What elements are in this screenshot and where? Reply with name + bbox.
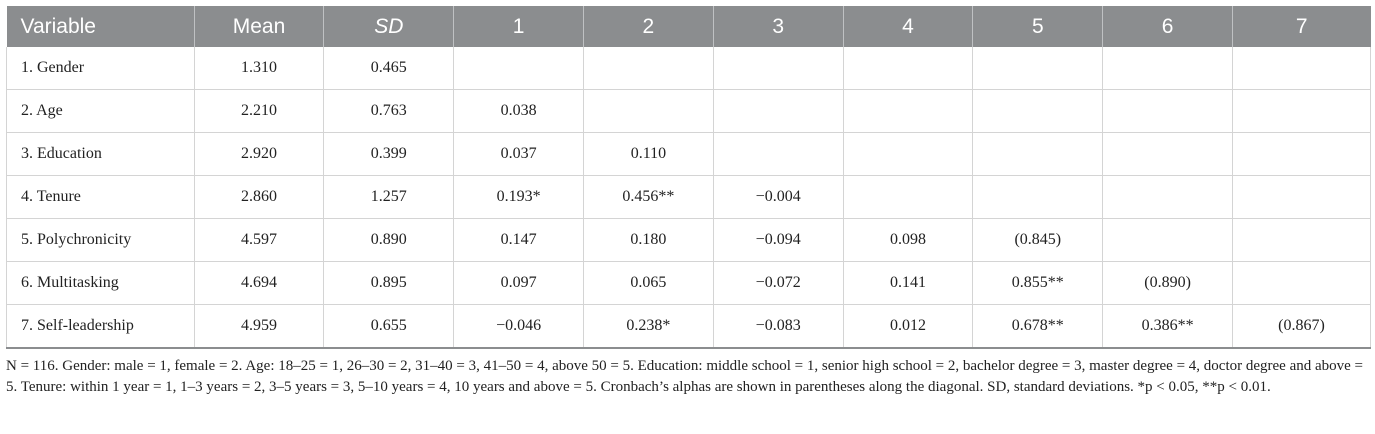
header-col-5: 5 xyxy=(972,6,1104,47)
table-cell xyxy=(1102,89,1233,133)
table-cell: 4.597 xyxy=(194,218,325,262)
header-mean: Mean xyxy=(194,6,325,47)
table-cell xyxy=(843,175,974,219)
table-cell: 0.180 xyxy=(583,218,714,262)
table-cell xyxy=(713,89,844,133)
table-cell: −0.046 xyxy=(453,304,584,349)
table-cell: 0.890 xyxy=(323,218,455,262)
table-cell xyxy=(1102,218,1233,262)
table-cell: (0.867) xyxy=(1232,304,1372,349)
table-cell xyxy=(713,47,844,90)
table-cell: 0.098 xyxy=(843,218,974,262)
row-variable-cell: 6. Multitasking xyxy=(6,261,195,305)
correlation-table: Variable Mean SD 1 2 3 4 5 6 7 1. Gender… xyxy=(6,6,1372,349)
header-sd: SD xyxy=(323,6,455,47)
table-cell: 0.037 xyxy=(453,132,584,176)
correlation-table-figure: Variable Mean SD 1 2 3 4 5 6 7 1. Gender… xyxy=(6,6,1372,398)
table-cell xyxy=(1232,261,1372,305)
table-cell: 1.310 xyxy=(194,47,325,90)
row-variable-cell: 3. Education xyxy=(6,132,195,176)
table-row: 3. Education 2.920 0.399 0.037 0.110 xyxy=(6,132,1372,176)
header-col-6: 6 xyxy=(1102,6,1233,47)
table-cell: 0.038 xyxy=(453,89,584,133)
table-cell: 0.678** xyxy=(972,304,1104,349)
table-cell: 4.959 xyxy=(194,304,325,349)
table-cell: 0.065 xyxy=(583,261,714,305)
table-cell: −0.004 xyxy=(713,175,844,219)
header-col-4: 4 xyxy=(843,6,974,47)
header-variable: Variable xyxy=(6,6,195,47)
table-cell xyxy=(1232,89,1372,133)
table-cell xyxy=(972,89,1104,133)
table-note: N = 116. Gender: male = 1, female = 2. A… xyxy=(6,358,1364,395)
table-cell xyxy=(972,47,1104,90)
table-cell xyxy=(843,89,974,133)
row-variable-cell: 1. Gender xyxy=(6,47,195,90)
table-cell xyxy=(1232,175,1372,219)
table-row: 5. Polychronicity 4.597 0.890 0.147 0.180 −0.… xyxy=(6,218,1372,262)
header-col-2: 2 xyxy=(583,6,714,47)
table-cell: 0.465 xyxy=(323,47,455,90)
table-cell xyxy=(713,132,844,176)
table-row: 7. Self-leadership 4.959 0.655 −0.046 0.238*… xyxy=(6,304,1372,349)
table-cell: 2.860 xyxy=(194,175,325,219)
table-cell xyxy=(583,47,714,90)
table-cell: −0.072 xyxy=(713,261,844,305)
table-cell: 0.097 xyxy=(453,261,584,305)
table-cell: 0.655 xyxy=(323,304,455,349)
table-cell: −0.083 xyxy=(713,304,844,349)
table-cell: 1.257 xyxy=(323,175,455,219)
table-row: 6. Multitasking 4.694 0.895 0.097 0.065 −0.07… xyxy=(6,261,1372,305)
table-cell xyxy=(1102,47,1233,90)
table-cell xyxy=(583,89,714,133)
table-cell: 0.012 xyxy=(843,304,974,349)
row-variable-cell: 4. Tenure xyxy=(6,175,195,219)
table-cell: 0.193* xyxy=(453,175,584,219)
table-cell: 0.895 xyxy=(323,261,455,305)
table-cell: 0.763 xyxy=(323,89,455,133)
table-cell: (0.845) xyxy=(972,218,1104,262)
table-row: 1. Gender 1.310 0.465 xyxy=(6,47,1372,90)
table-cell xyxy=(1232,47,1372,90)
table-cell xyxy=(1232,218,1372,262)
table-cell xyxy=(1232,132,1372,176)
table-cell xyxy=(843,47,974,90)
table-cell xyxy=(1102,175,1233,219)
table-row: 4. Tenure 2.860 1.257 0.193* 0.456** −0.004 xyxy=(6,175,1372,219)
table-row: 2. Age 2.210 0.763 0.038 xyxy=(6,89,1372,133)
table-cell: 0.238* xyxy=(583,304,714,349)
header-col-3: 3 xyxy=(713,6,844,47)
table-cell xyxy=(972,132,1104,176)
table-cell: 0.141 xyxy=(843,261,974,305)
table-cell: (0.890) xyxy=(1102,261,1233,305)
header-col-1: 1 xyxy=(453,6,584,47)
row-variable-cell: 7. Self-leadership xyxy=(6,304,195,349)
table-cell: 0.855** xyxy=(972,261,1104,305)
table-cell: −0.094 xyxy=(713,218,844,262)
row-variable-cell: 5. Polychronicity xyxy=(6,218,195,262)
table-cell xyxy=(453,47,584,90)
table-cell: 0.386** xyxy=(1102,304,1233,349)
table-cell: 0.456** xyxy=(583,175,714,219)
table-cell xyxy=(843,132,974,176)
row-variable-cell: 2. Age xyxy=(6,89,195,133)
table-cell: 4.694 xyxy=(194,261,325,305)
table-cell: 0.110 xyxy=(583,132,714,176)
table-cell: 0.147 xyxy=(453,218,584,262)
header-col-7: 7 xyxy=(1232,6,1371,47)
table-cell: 0.399 xyxy=(323,132,455,176)
table-cell: 2.210 xyxy=(194,89,325,133)
table-cell xyxy=(972,175,1104,219)
table-header-row: Variable Mean SD 1 2 3 4 5 6 7 xyxy=(6,6,1371,47)
table-cell: 2.920 xyxy=(194,132,325,176)
table-cell xyxy=(1102,132,1233,176)
